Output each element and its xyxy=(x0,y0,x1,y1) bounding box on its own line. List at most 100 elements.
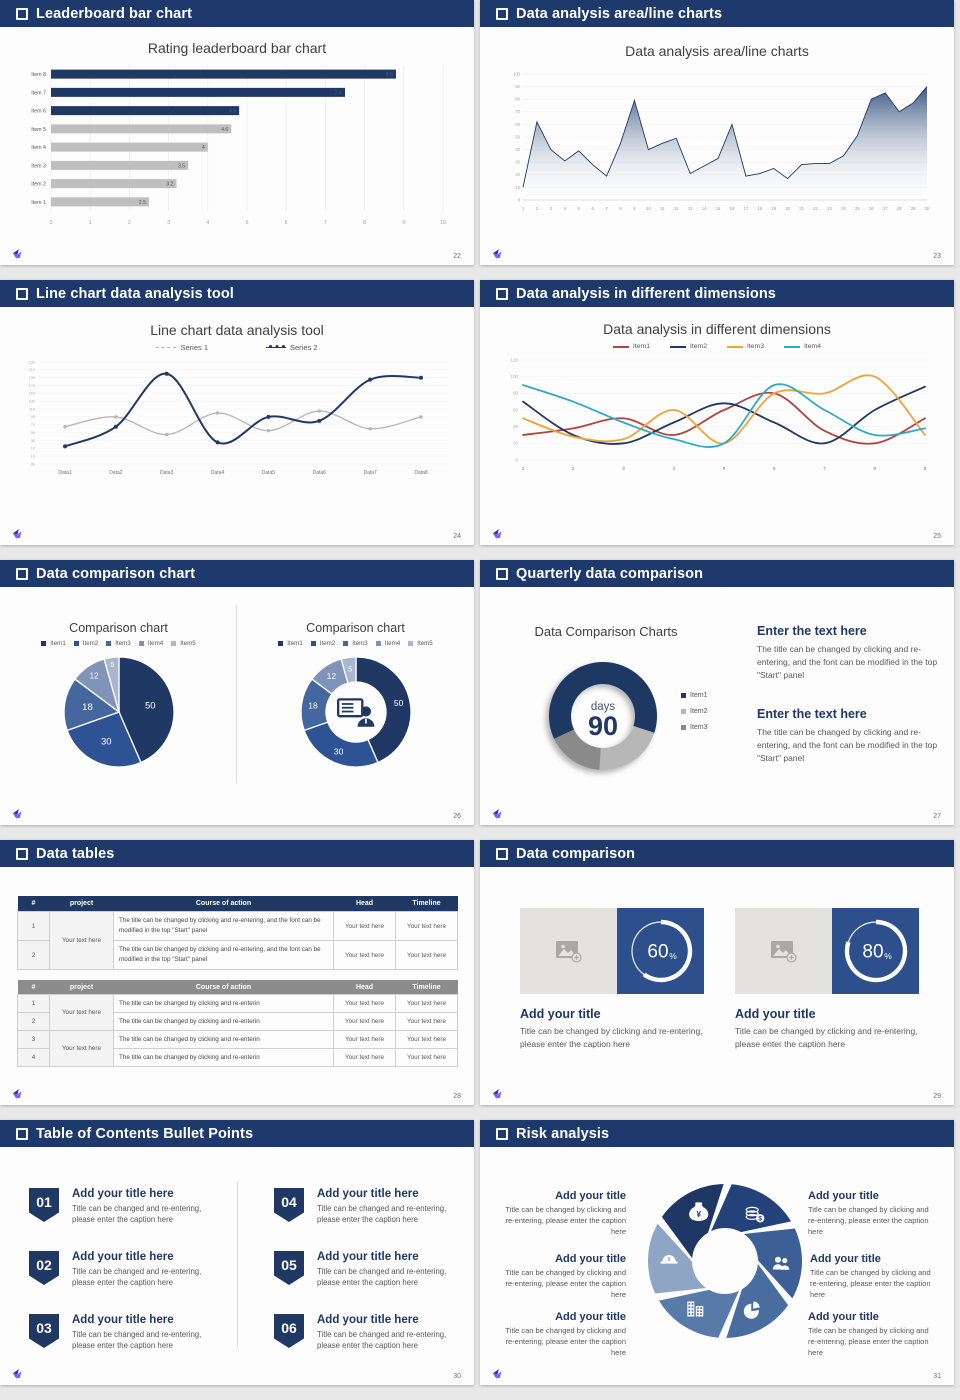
svg-text:20: 20 xyxy=(515,172,520,177)
square-bullet-icon xyxy=(496,847,508,860)
slide-header: Data comparison chart xyxy=(0,560,474,587)
svg-text:30: 30 xyxy=(333,747,343,757)
text-column: Enter the text here The title can be cha… xyxy=(757,624,938,765)
svg-text:5: 5 xyxy=(578,206,581,211)
svg-text:2: 2 xyxy=(536,206,539,211)
legend-item: Item3 xyxy=(727,343,764,350)
risk-pinwheel-diagram: ¥ $ ¥ xyxy=(647,1184,803,1338)
svg-text:3: 3 xyxy=(550,206,553,211)
chart-title: Line chart data analysis tool xyxy=(150,322,324,338)
svg-text:10: 10 xyxy=(646,206,651,211)
page-number: 31 xyxy=(933,1373,941,1380)
progress-ring-80: 80% xyxy=(844,919,907,983)
svg-text:Data2: Data2 xyxy=(109,470,123,476)
four-series-line-chart: 120 100 80 60 40 20 01 2 3 4 5 6 7 8 9 xyxy=(510,357,927,471)
item-caption: Title can be changed by clicking and re-… xyxy=(505,1205,626,1236)
add-image-icon xyxy=(556,940,582,963)
item-title: Add your title here xyxy=(317,1188,419,1200)
svg-text:Data6: Data6 xyxy=(313,470,327,476)
page-number: 30 xyxy=(453,1373,461,1380)
brand-logo-icon xyxy=(492,809,502,819)
slide-header-title: Line chart data analysis tool xyxy=(36,285,234,302)
svg-text:0: 0 xyxy=(518,197,521,202)
slide-header: Table of Contents Bullet Points xyxy=(0,1120,474,1147)
svg-text:1: 1 xyxy=(522,206,525,211)
slide-header-title: Leaderboard bar chart xyxy=(36,5,193,22)
slide-header: Data analysis area/line charts xyxy=(480,0,954,27)
pie-chart-panel: Comparison chart Item1 Item2 Item3 Item4… xyxy=(0,587,237,825)
square-bullet-icon xyxy=(496,1127,508,1140)
slide-data-comparison-chart[interactable]: Data comparison chart Comparison chart I… xyxy=(0,560,474,825)
page-number: 27 xyxy=(933,813,941,820)
page-number: 29 xyxy=(933,1093,941,1100)
slide-data-tables[interactable]: Data tables # project Course of action H… xyxy=(0,840,474,1105)
slide-header: Line chart data analysis tool xyxy=(0,280,474,307)
svg-text:Data1: Data1 xyxy=(58,470,72,476)
svg-text:-10: -10 xyxy=(30,454,36,458)
slide-toc-bullet-points[interactable]: Table of Contents Bullet Points 01 Add y… xyxy=(0,1120,474,1385)
slide-leaderboard-bar-chart[interactable]: Leaderboard bar chart Rating leaderboard… xyxy=(0,0,474,265)
data-table-blue: # project Course of action Head Timeline… xyxy=(17,896,458,970)
toc-item: 04 Add your title here Title can be chang… xyxy=(274,1188,469,1226)
chart-title: Data analysis in different dimensions xyxy=(603,321,831,337)
slide-line-chart-tool[interactable]: Line chart data analysis tool Line chart… xyxy=(0,280,474,545)
item3-line-marker-icon xyxy=(727,345,743,348)
svg-text:Data3: Data3 xyxy=(160,470,174,476)
series2-line-marker-icon xyxy=(266,345,286,349)
svg-text:30: 30 xyxy=(925,206,930,211)
item-title: Add your title xyxy=(555,1253,626,1265)
item-title: Add your title here xyxy=(317,1251,419,1263)
svg-text:60: 60 xyxy=(515,122,520,127)
svg-text:170: 170 xyxy=(29,384,35,388)
svg-text:¥: ¥ xyxy=(696,1210,701,1219)
svg-text:120: 120 xyxy=(510,357,518,362)
slide-quarterly-comparison[interactable]: Quarterly data comparison Data Compariso… xyxy=(480,560,954,825)
svg-text:4: 4 xyxy=(202,145,205,151)
svg-text:3: 3 xyxy=(622,466,625,471)
slide-area-line-charts[interactable]: Data analysis area/line charts Data anal… xyxy=(480,0,954,265)
chart-legend: Item1 Item2 Item3 Item4 Item5 xyxy=(237,640,474,647)
brand-logo-icon xyxy=(12,249,22,259)
text-block: Enter the text here The title can be cha… xyxy=(757,707,938,766)
item2-line-marker-icon xyxy=(670,345,686,348)
table-header-row: # project Course of action Head Timeline xyxy=(17,980,458,995)
legend-item: Series 1 xyxy=(156,343,208,352)
svg-text:130: 130 xyxy=(29,400,35,404)
svg-text:5: 5 xyxy=(723,466,726,471)
risk-item: Add your title Title can be changed by cl… xyxy=(808,1311,938,1359)
svg-text:18: 18 xyxy=(308,700,318,710)
chart-legend: Series 1 Series 2 xyxy=(0,343,474,352)
svg-text:29: 29 xyxy=(911,206,916,211)
number-badge: 01 xyxy=(29,1188,59,1222)
slide-header-title: Data comparison xyxy=(516,845,636,862)
slide-dimensions-line-chart[interactable]: Data analysis in different dimensions Da… xyxy=(480,280,954,545)
svg-text:-30: -30 xyxy=(30,462,36,466)
vertical-divider xyxy=(237,1182,238,1347)
svg-text:3: 3 xyxy=(167,220,170,226)
table-row: 1 Your text here The title can be change… xyxy=(17,911,458,970)
vertical-divider xyxy=(236,605,237,783)
slide-risk-analysis[interactable]: Risk analysis Add your title Title can be… xyxy=(480,1120,954,1385)
page-number: 24 xyxy=(453,533,461,540)
svg-text:Item 5: Item 5 xyxy=(31,127,46,133)
svg-text:10: 10 xyxy=(515,185,520,190)
svg-text:7: 7 xyxy=(823,466,826,471)
svg-text:¥: ¥ xyxy=(667,1257,671,1263)
slide-data-comparison[interactable]: Data comparison 60% Add your title T xyxy=(480,840,954,1105)
chart-legend: Item1 Item2 Item3 Item4 Item5 xyxy=(0,640,237,647)
item3-swatch-icon xyxy=(343,641,349,646)
chart-legend: Item1 Item2 Item3 xyxy=(681,692,708,731)
svg-text:30: 30 xyxy=(515,160,520,165)
square-bullet-icon xyxy=(16,567,28,580)
item-title: Add your title xyxy=(555,1190,626,1202)
item1-swatch-icon xyxy=(681,693,686,698)
page-number: 25 xyxy=(933,533,941,540)
risk-item: Add your title Title can be changed by cl… xyxy=(808,1190,938,1238)
slide-header: Leaderboard bar chart xyxy=(0,0,474,27)
brand-logo-icon xyxy=(492,1089,502,1099)
svg-text:Item 4: Item 4 xyxy=(31,145,46,151)
item-caption: Title can be changed and re-entering, pl… xyxy=(72,1330,202,1351)
number-badge: 04 xyxy=(274,1188,304,1222)
svg-text:20: 20 xyxy=(785,206,790,211)
